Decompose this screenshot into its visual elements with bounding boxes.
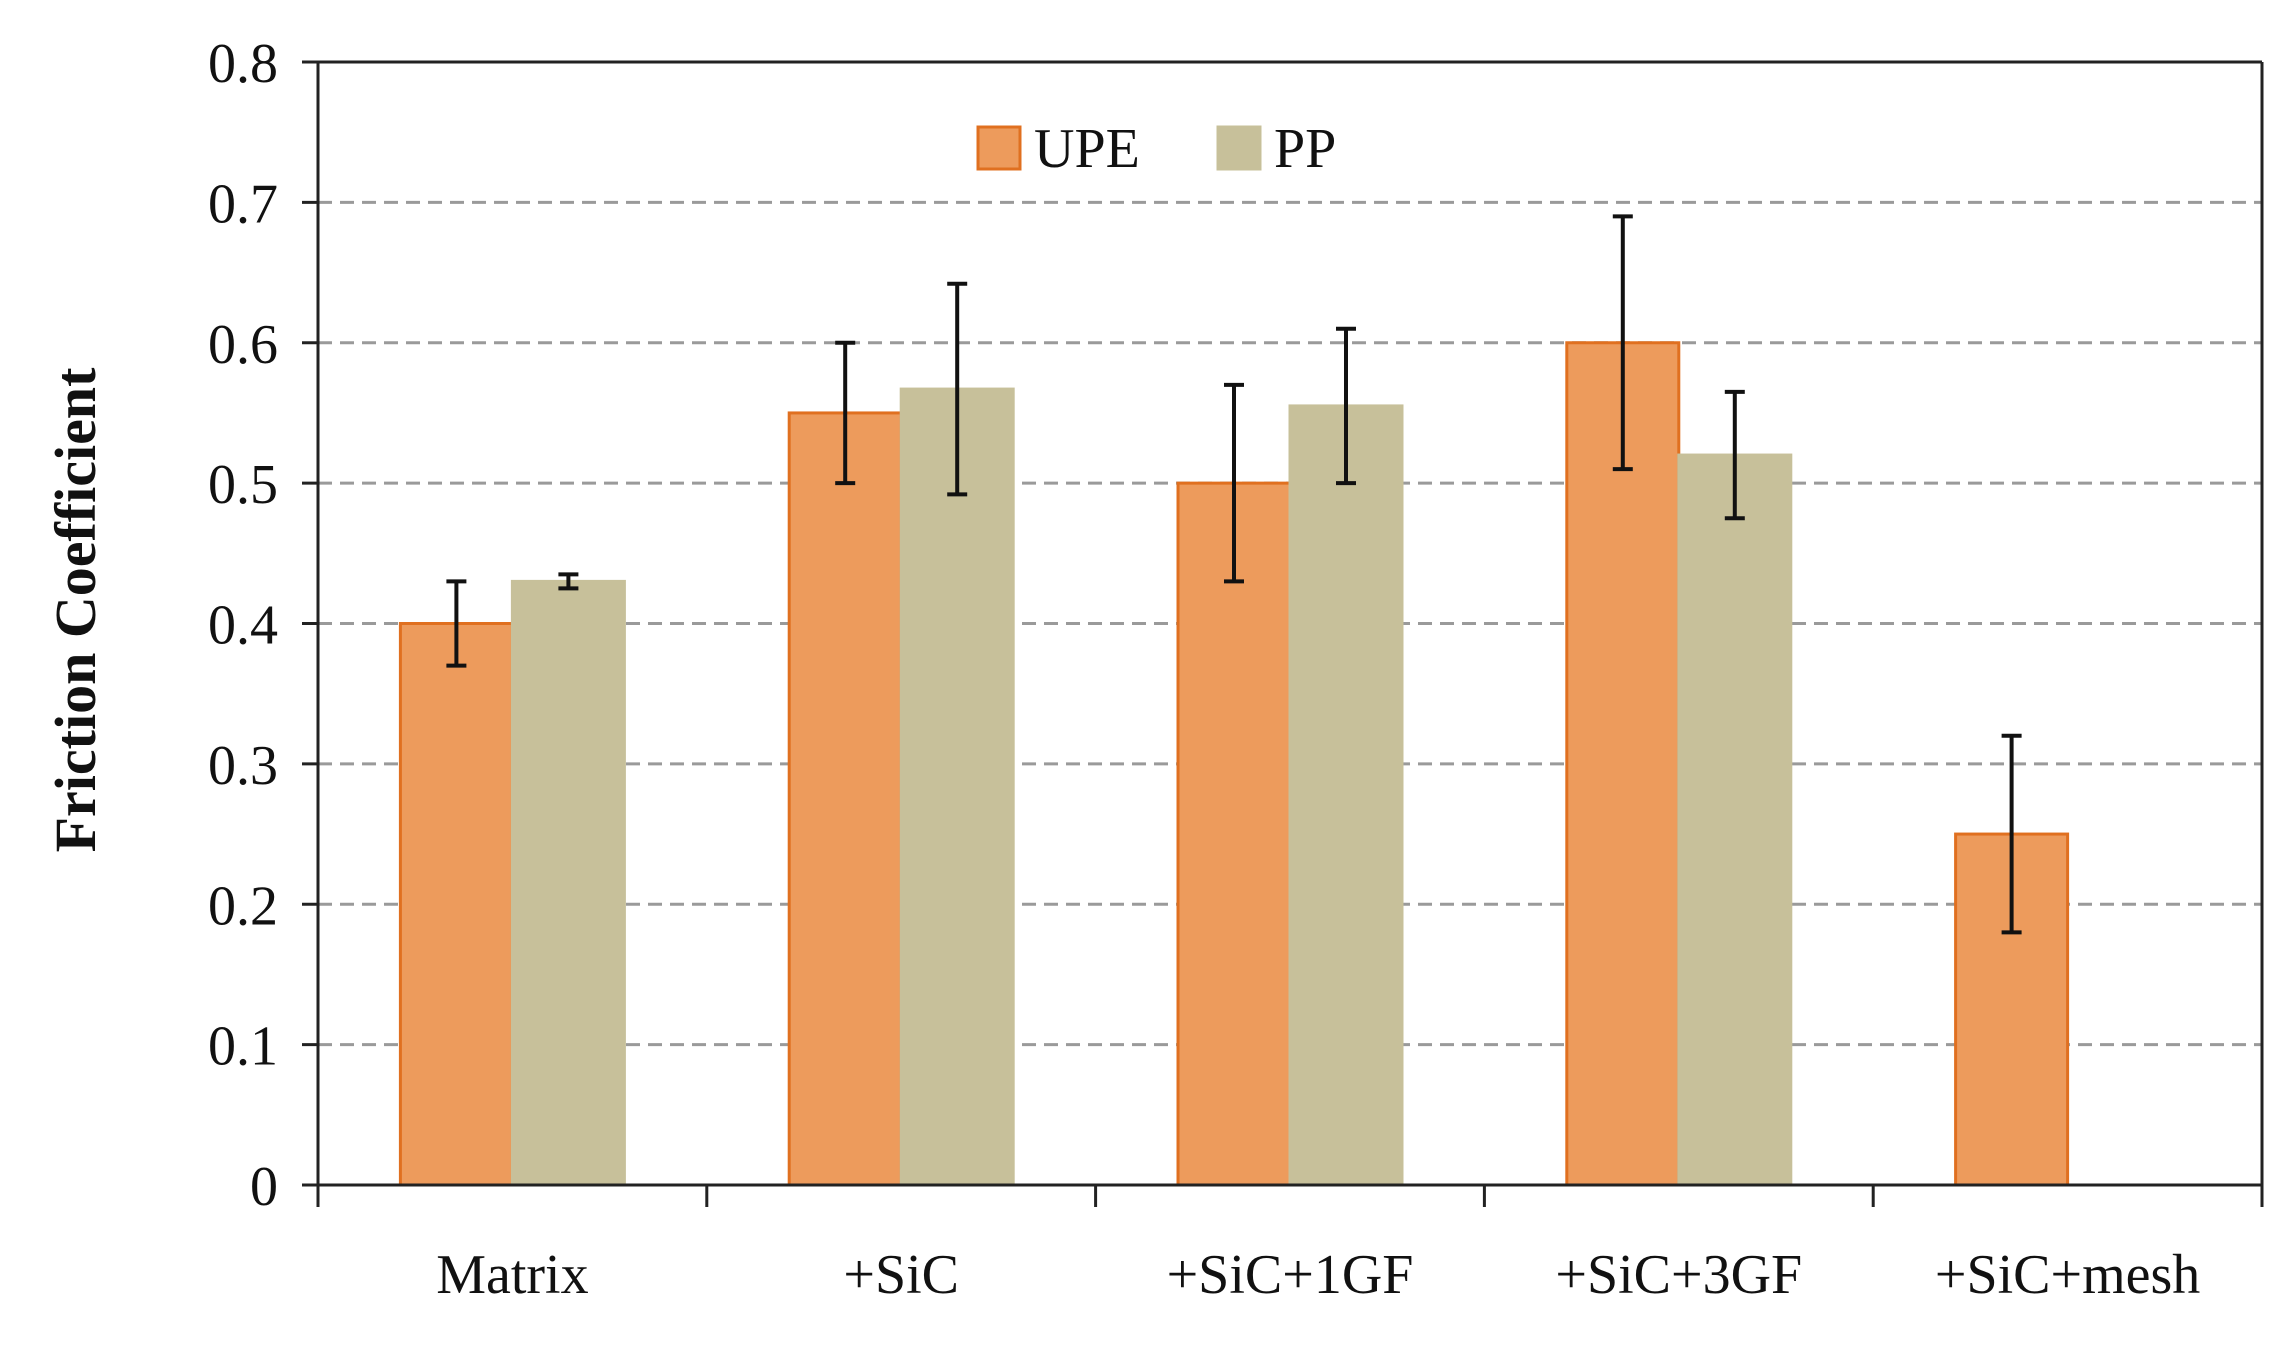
- x-tick-label: +SiC+3GF: [1555, 1244, 1802, 1306]
- bar-upe-1: [398, 622, 514, 1187]
- y-tick-label: 0.6: [208, 314, 278, 376]
- legend-label-pp: PP: [1274, 118, 1336, 180]
- y-tick-label: 0.3: [208, 735, 278, 797]
- bar-upe-4: [1565, 341, 1681, 1187]
- y-tick-labels: 0 0.1 0.2 0.3 0.4 0.5 0.6 0.7 0.8: [208, 33, 278, 1218]
- x-tick-label: +SiC: [843, 1244, 959, 1306]
- legend-swatch-upe: [976, 125, 1022, 171]
- y-tick-label: 0.8: [208, 33, 278, 95]
- bar-upe-3: [1176, 481, 1292, 1187]
- y-tick-label: 0: [250, 1156, 278, 1218]
- legend-swatch-pp: [1216, 125, 1262, 171]
- x-tick-label: +SiC+1GF: [1167, 1244, 1414, 1306]
- legend: UPE PP: [976, 118, 1336, 180]
- bars: [398, 341, 2070, 1187]
- x-tick-labels: Matrix +SiC +SiC+1GF +SiC+3GF +SiC+mesh: [436, 1244, 2200, 1306]
- y-tick-label: 0.7: [208, 173, 278, 235]
- legend-label-upe: UPE: [1034, 118, 1140, 180]
- y-axis-label: Friction Coefficient: [43, 367, 108, 852]
- y-tick-label: 0.4: [208, 595, 278, 657]
- y-tick-label: 0.2: [208, 875, 278, 937]
- axes: [302, 60, 2264, 1207]
- bar-upe-2: [787, 411, 903, 1187]
- bar-pp-2: [899, 387, 1015, 1187]
- y-tick-label: 0.5: [208, 454, 278, 516]
- bar-pp-4: [1677, 453, 1793, 1187]
- y-tick-label: 0.1: [208, 1016, 278, 1078]
- error-bars: [446, 214, 2022, 935]
- bar-pp-1: [510, 579, 626, 1187]
- bar-pp-3: [1288, 404, 1404, 1187]
- x-tick-label: +SiC+mesh: [1935, 1244, 2200, 1306]
- x-tick-label: Matrix: [436, 1244, 588, 1306]
